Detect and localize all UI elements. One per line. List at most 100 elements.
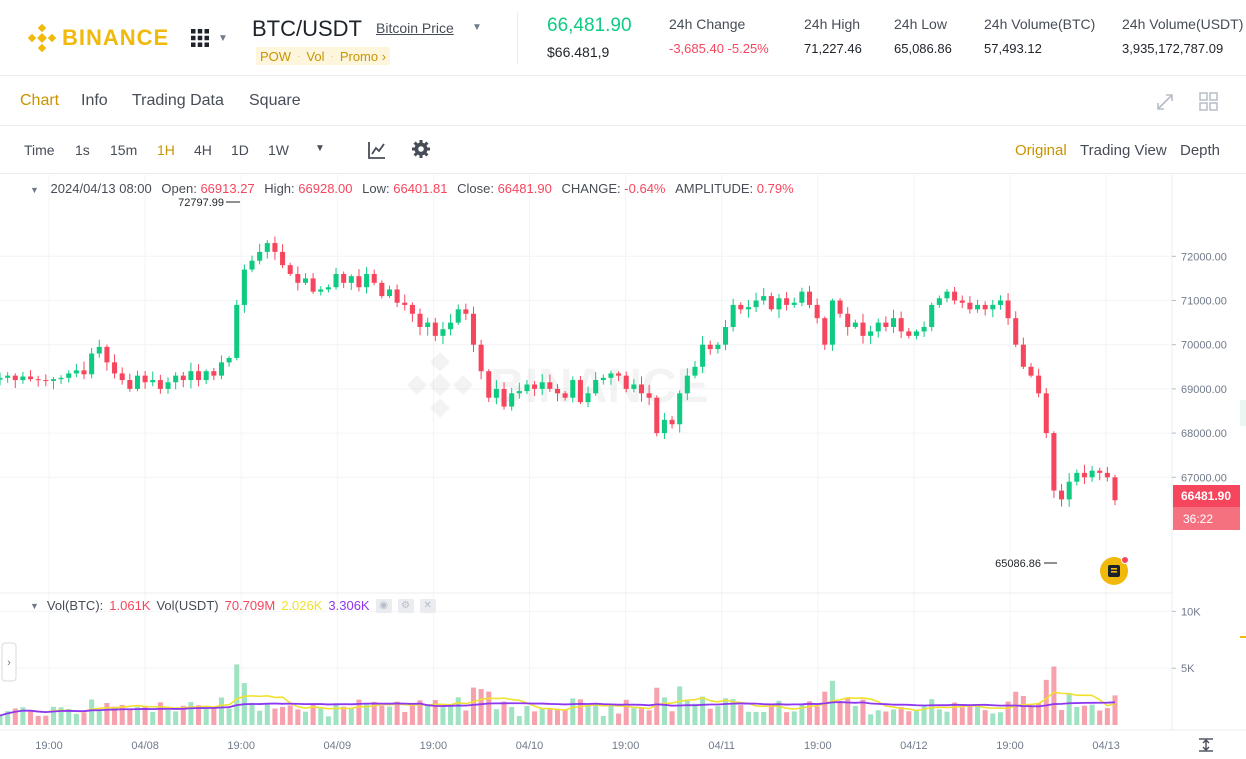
candle-body [89, 353, 95, 375]
tag-pow[interactable]: POW [260, 48, 292, 64]
candle-body [302, 278, 308, 283]
candle-body [73, 370, 79, 374]
tf-time[interactable]: Time [24, 142, 55, 158]
close-icon[interactable]: ✕ [419, 598, 436, 613]
volume-bar [715, 706, 721, 725]
gear-icon[interactable]: ⚙ [397, 598, 414, 613]
stat-value: 65,086.86 [894, 41, 952, 56]
volume-bar [81, 712, 87, 725]
tf-15m[interactable]: 15m [110, 142, 138, 158]
tab-chart[interactable]: Chart [20, 92, 60, 109]
candle-body [417, 313, 423, 328]
candle-body [425, 322, 431, 328]
collapse-volume-icon[interactable]: ▼ [30, 600, 39, 611]
volume-bar [1059, 710, 1065, 725]
pair-tags: POW · Vol · Promo › [256, 47, 391, 65]
time-tick-label: 19:00 [804, 740, 832, 752]
time-tick-label: 04/12 [900, 740, 928, 752]
volume-bar [173, 711, 179, 725]
volume-bar [807, 701, 813, 725]
volume-bar [463, 710, 469, 725]
candle-body [845, 313, 851, 328]
trading-pair[interactable]: BTC/USDT [252, 16, 362, 41]
tf-1s[interactable]: 1s [75, 142, 90, 158]
indicators-icon[interactable] [367, 140, 387, 160]
tf-1h[interactable]: 1H [157, 142, 175, 158]
volume-bars [0, 664, 1118, 725]
pair-dropdown-icon[interactable]: ▼ [472, 22, 482, 33]
tf-4h[interactable]: 4H [194, 142, 212, 158]
tf-more-icon[interactable]: ▼ [315, 143, 325, 154]
volume-bar [379, 705, 385, 725]
tag-vol[interactable]: Vol [306, 48, 325, 64]
candle-body [1036, 375, 1042, 394]
volume-bar [348, 708, 354, 725]
candle-body [730, 304, 736, 328]
candle-body [1005, 300, 1011, 319]
binance-logo[interactable]: BINANCE [28, 24, 169, 52]
candle-body [1104, 472, 1110, 478]
candle-body [585, 393, 591, 403]
collapse-legend-icon[interactable]: ▼ [30, 185, 39, 195]
stat-value: -3,685.40 -5.25% [669, 41, 769, 56]
scroll-handle[interactable] [1240, 400, 1246, 426]
candle-body [157, 380, 163, 389]
volume-bar [898, 707, 904, 725]
candle-body [616, 373, 622, 376]
high-value: 66928.00 [298, 181, 353, 196]
candle-body [1112, 477, 1118, 501]
horizontal-grid [0, 255, 1172, 669]
volume-bar [43, 715, 49, 725]
tag-separator: · [330, 50, 334, 62]
volume-bar [0, 715, 3, 725]
stat-value: 71,227.46 [804, 41, 862, 56]
expand-icon[interactable] [1156, 93, 1174, 111]
eye-icon[interactable]: ◉ [375, 598, 392, 613]
volume-bar [280, 706, 286, 725]
bitcoin-price-link[interactable]: Bitcoin Price [376, 20, 454, 36]
tag-promo[interactable]: Promo › [339, 48, 387, 64]
volume-bar [768, 703, 774, 725]
candle-body [799, 291, 805, 303]
tab-info[interactable]: Info [81, 92, 108, 109]
tf-1w[interactable]: 1W [268, 142, 289, 158]
low-marker: 65086.86 [995, 558, 1057, 570]
candle-body [333, 273, 339, 288]
floating-order-button[interactable] [1100, 556, 1129, 586]
candle-body [975, 304, 981, 310]
candle-body [1089, 470, 1095, 478]
price-tick-label: 68000.00 [1181, 428, 1227, 440]
volume-bar [1104, 708, 1110, 725]
candle-body [768, 296, 774, 310]
view-trading-view[interactable]: Trading View [1080, 142, 1167, 159]
apps-menu-button[interactable]: ▼ [190, 28, 228, 48]
current-price-label: 66481.90 [1181, 489, 1231, 503]
tab-square[interactable]: Square [249, 92, 301, 109]
candle-body [600, 377, 606, 381]
chart-tabs: Chart Info Trading Data Square [0, 77, 1246, 126]
candle-body [112, 362, 118, 374]
change-value: -0.64% [624, 181, 666, 196]
amplitude-label: AMPLITUDE: [675, 181, 754, 196]
tab-trading-data[interactable]: Trading Data [132, 92, 224, 109]
candle-body [921, 327, 927, 332]
left-expand-button[interactable]: › [1, 642, 17, 682]
stat-24h-change: 24h Change -3,685.40 -5.25% [669, 16, 769, 56]
volume-bar [417, 700, 423, 725]
view-original[interactable]: Original [1015, 142, 1067, 159]
volume-bar [616, 713, 622, 725]
view-depth[interactable]: Depth [1180, 142, 1221, 159]
candlestick-chart[interactable]: BINANCE 72000.00 71000.00 70000.00 69000.00… [0, 175, 1246, 759]
volume-bar [234, 664, 240, 725]
tf-1d[interactable]: 1D [231, 142, 249, 158]
candle-body [318, 289, 324, 292]
candle-body [127, 380, 133, 389]
candle-body [638, 384, 645, 394]
candle-body [134, 375, 140, 389]
layout-grid-icon[interactable] [1199, 92, 1218, 111]
ohlc-date: 2024/04/13 08:00 [50, 181, 152, 196]
settings-gear-icon[interactable] [411, 139, 431, 159]
volume-bar [89, 699, 95, 725]
price-tick-label: 71000.00 [1181, 295, 1227, 307]
axis-scale-icon[interactable] [1199, 738, 1213, 752]
